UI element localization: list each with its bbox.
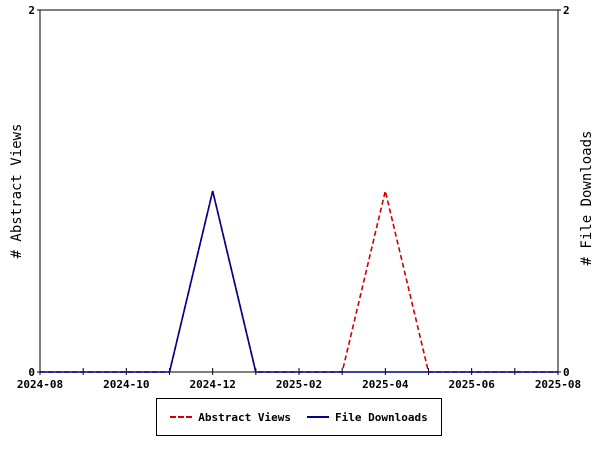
legend-label-file-downloads: File Downloads xyxy=(335,410,428,424)
series-layer xyxy=(40,190,558,373)
legend-label-abstract-views: Abstract Views xyxy=(198,410,291,424)
x-tick-label: 2024-12 xyxy=(189,378,235,391)
y-axis-right-title: # File Downloads xyxy=(579,131,595,266)
x-tick-label: 2024-10 xyxy=(103,378,149,391)
x-tick-label: 2024-08 xyxy=(17,378,63,391)
solid-line-swatch xyxy=(307,416,329,418)
x-axis: 2024-08 2024-10 2024-12 2025-02 2025-04 2025-… xyxy=(17,368,581,391)
y-right-tick-label: 0 xyxy=(563,366,570,379)
plot-area xyxy=(39,9,559,373)
series-line-file-downloads xyxy=(40,190,558,373)
y-right-tick-label: 2 xyxy=(563,4,570,17)
y-left-tick-label: 0 xyxy=(28,366,35,379)
x-tick-label: 2025-08 xyxy=(535,378,581,391)
x-tick-label: 2025-06 xyxy=(448,378,495,391)
x-tick-label: 2025-04 xyxy=(362,378,409,391)
dashed-line-swatch xyxy=(170,416,193,418)
y-axes: 0 2 0 2 xyxy=(28,4,569,379)
y-left-tick-label: 2 xyxy=(28,4,35,17)
y-axis-left-title: # Abstract Views xyxy=(9,124,25,259)
legend-item-file-downloads: File Downloads xyxy=(307,411,428,424)
legend-item-abstract-views: Abstract Views xyxy=(170,411,291,424)
x-tick-label: 2025-02 xyxy=(276,378,322,391)
legend: Abstract Views File Downloads xyxy=(156,398,442,436)
